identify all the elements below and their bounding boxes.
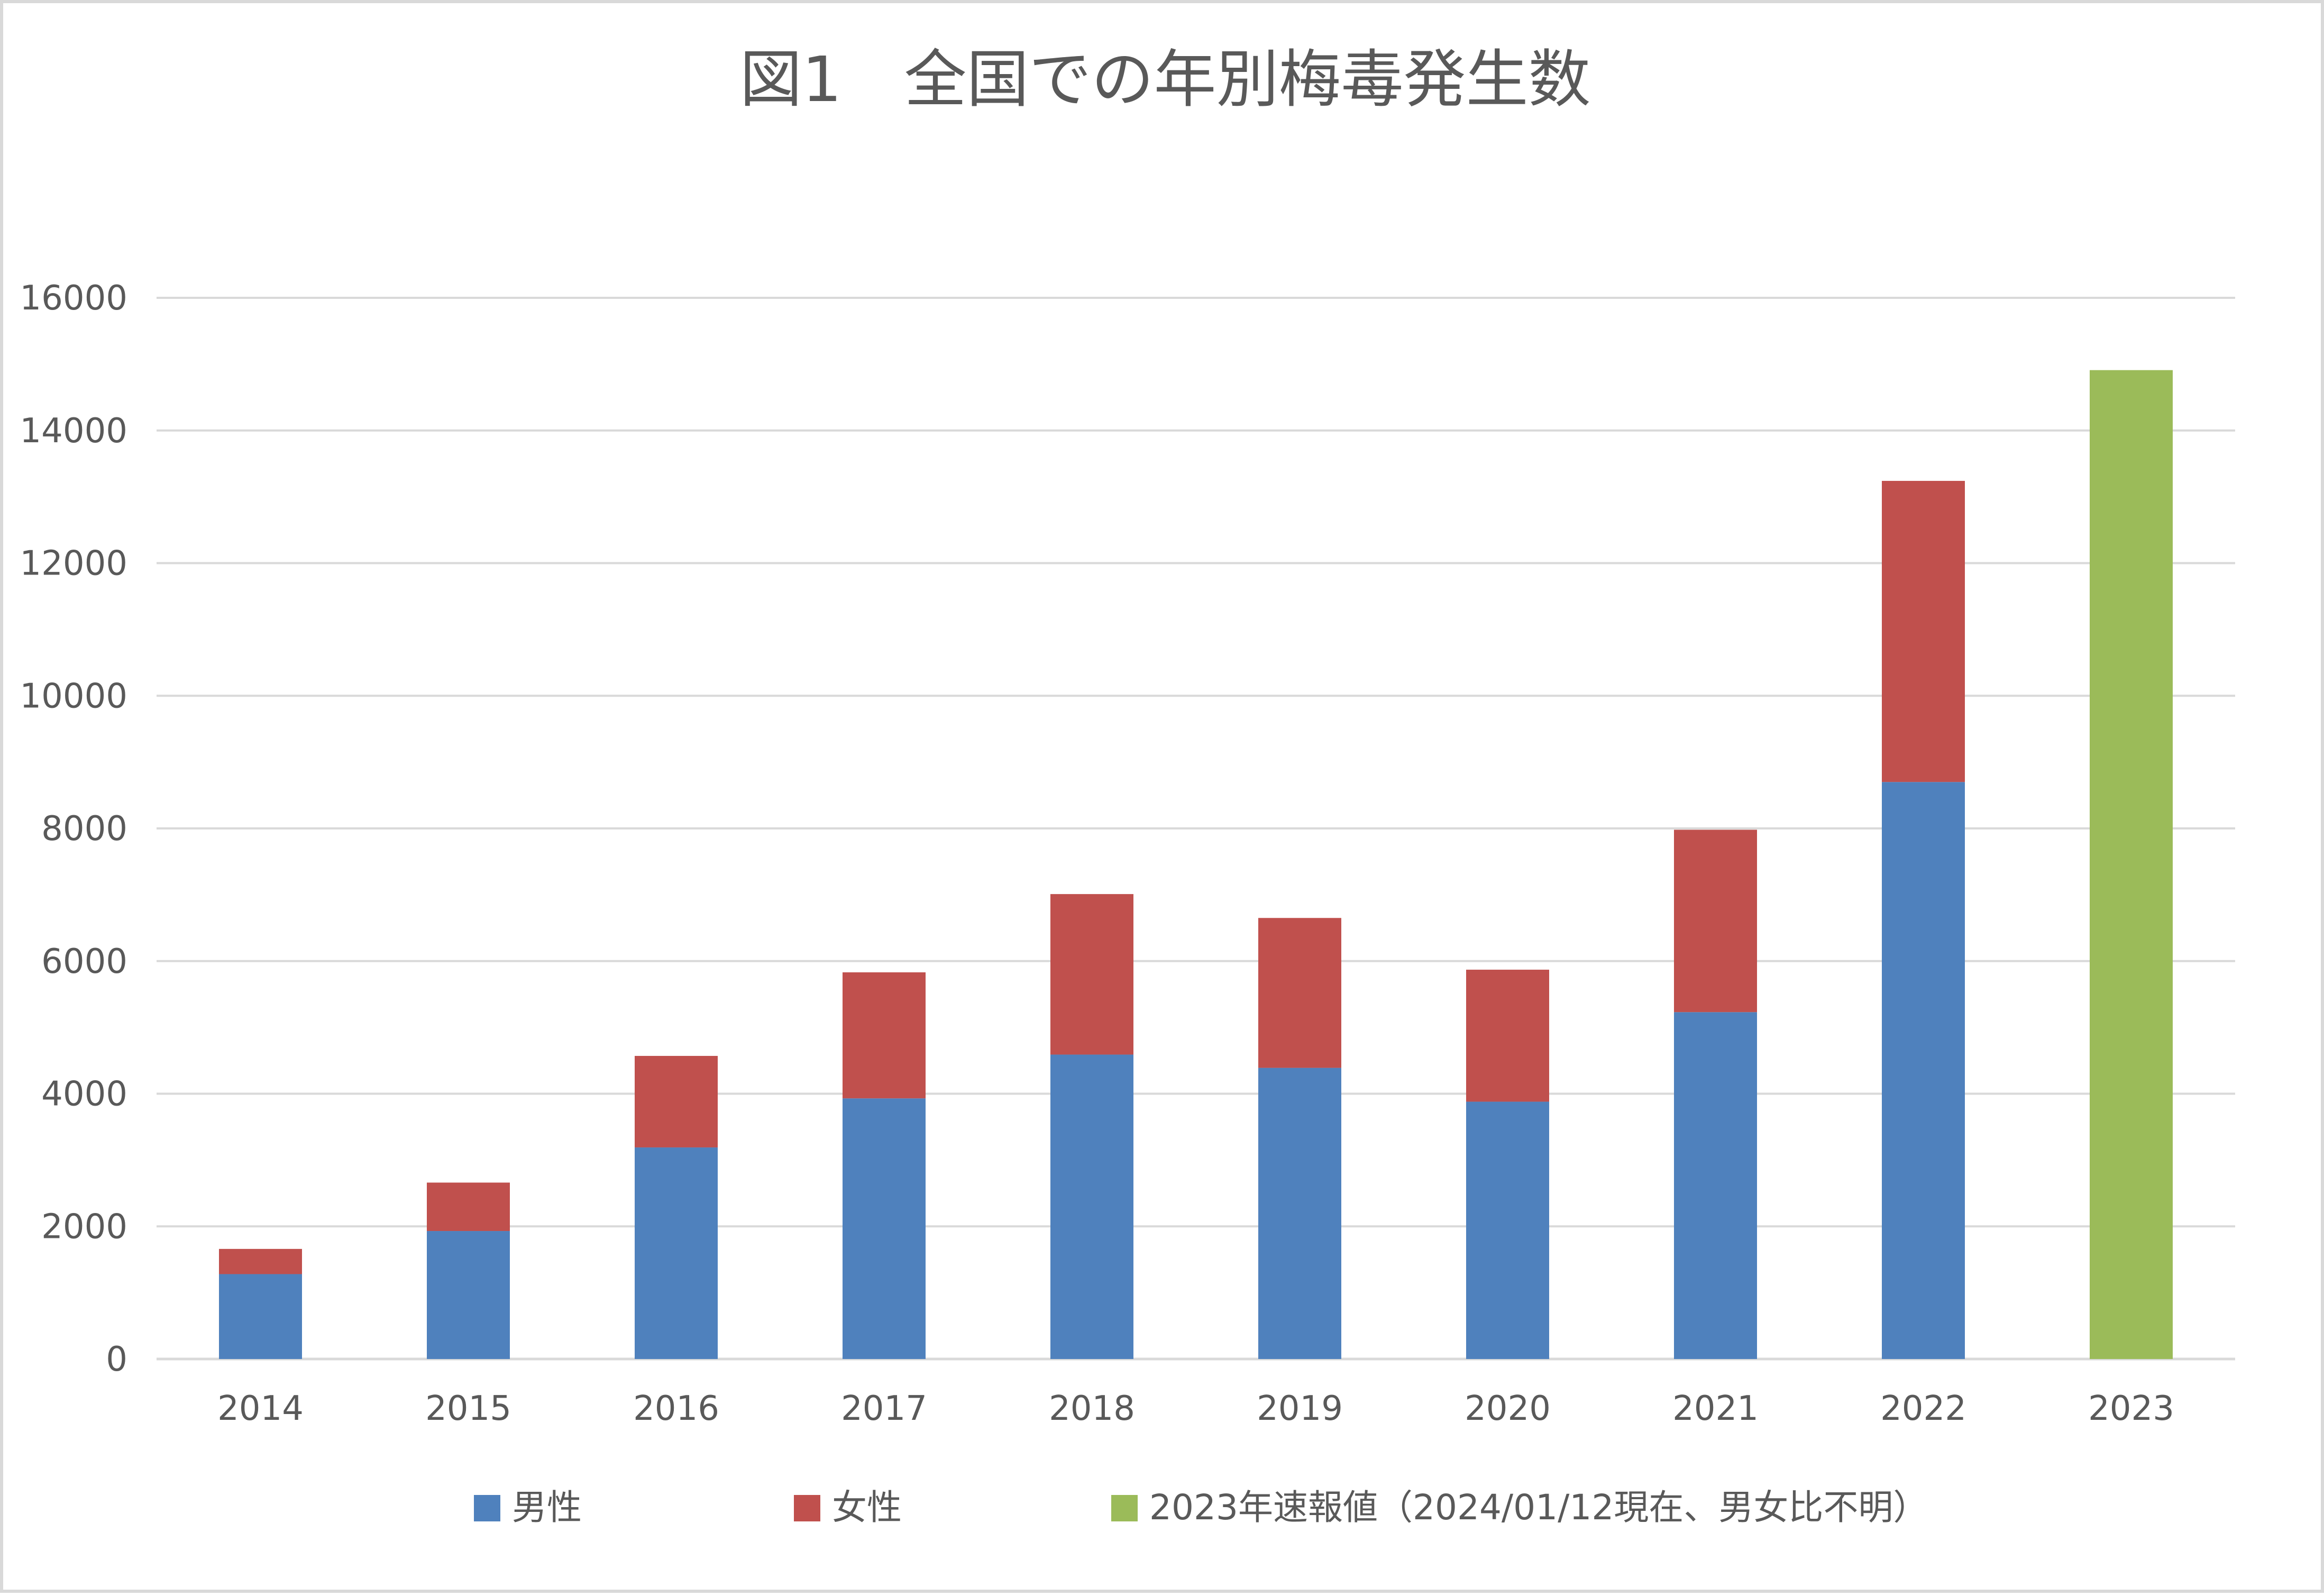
- y-tick-label: 2000: [41, 1207, 127, 1246]
- x-tick-label: 2022: [1880, 1389, 1966, 1428]
- x-axis-tick-labels: 2014 2015 2016 2017 2018 2019 2020 2021 2022 2023: [217, 1389, 2174, 1428]
- y-tick-label: 16000: [20, 279, 127, 318]
- legend-swatch: [794, 1495, 820, 1521]
- bar-2021-series-0: [1674, 1012, 1757, 1359]
- x-tick-label: 2021: [1672, 1389, 1759, 1428]
- chart-title: 図1 全国での年別梅毒発生数: [739, 43, 1590, 116]
- bar-2014-series-1: [219, 1248, 302, 1274]
- bar-2019-series-1: [1258, 918, 1341, 1068]
- y-tick-label: 4000: [41, 1075, 127, 1114]
- legend-swatch: [474, 1495, 500, 1521]
- bar-2018-series-1: [1050, 894, 1133, 1055]
- y-tick-label: 14000: [20, 412, 127, 451]
- x-tick-label: 2019: [1257, 1389, 1343, 1428]
- y-tick-label: 8000: [41, 809, 127, 849]
- y-tick-label: 6000: [41, 942, 127, 981]
- bar-2022-series-0: [1882, 782, 1965, 1359]
- legend: 男性 女性 2023年速報値（2024/01/12現在、男女比不明）: [474, 1487, 1928, 1528]
- bar-2014-series-0: [219, 1274, 302, 1359]
- legend-label: 女性: [832, 1487, 902, 1528]
- legend-label: 男性: [512, 1487, 582, 1528]
- y-tick-label: 0: [106, 1340, 127, 1379]
- y-axis-tick-labels: 0 2000 4000 6000 8000 10000 12000 14000 16000: [20, 279, 127, 1379]
- x-tick-label: 2023: [2088, 1389, 2174, 1428]
- x-tick-label: 2016: [633, 1389, 719, 1428]
- x-tick-label: 2017: [841, 1389, 927, 1428]
- legend-label: 2023年速報値（2024/01/12現在、男女比不明）: [1149, 1487, 1928, 1528]
- bar-2021-series-1: [1674, 829, 1757, 1013]
- bar-2016-series-0: [635, 1147, 718, 1359]
- bar-2018-series-0: [1050, 1054, 1133, 1359]
- x-tick-label: 2020: [1465, 1389, 1551, 1428]
- legend-swatch: [1111, 1495, 1138, 1521]
- bar-2017-series-1: [843, 972, 926, 1099]
- y-tick-label: 10000: [20, 677, 127, 716]
- bar-2017-series-0: [843, 1098, 926, 1359]
- bar-2015-series-0: [427, 1231, 510, 1359]
- x-tick-label: 2014: [217, 1389, 304, 1428]
- bar-2023-series-2: [2090, 370, 2173, 1360]
- bar-2016-series-1: [635, 1056, 718, 1148]
- x-tick-label: 2018: [1049, 1389, 1135, 1428]
- x-tick-label: 2015: [425, 1389, 511, 1428]
- bar-2020-series-1: [1466, 970, 1549, 1102]
- bars: [219, 370, 2173, 1360]
- bar-2022-series-1: [1882, 481, 1965, 782]
- bar-2020-series-0: [1466, 1101, 1549, 1359]
- chart-svg: 図1 全国での年別梅毒発生数 0 2000 4000 6000 8000 10000 120…: [20, 43, 2235, 1528]
- bar-2019-series-0: [1258, 1068, 1341, 1359]
- bar-2015-series-1: [427, 1182, 510, 1232]
- y-tick-label: 12000: [20, 544, 127, 583]
